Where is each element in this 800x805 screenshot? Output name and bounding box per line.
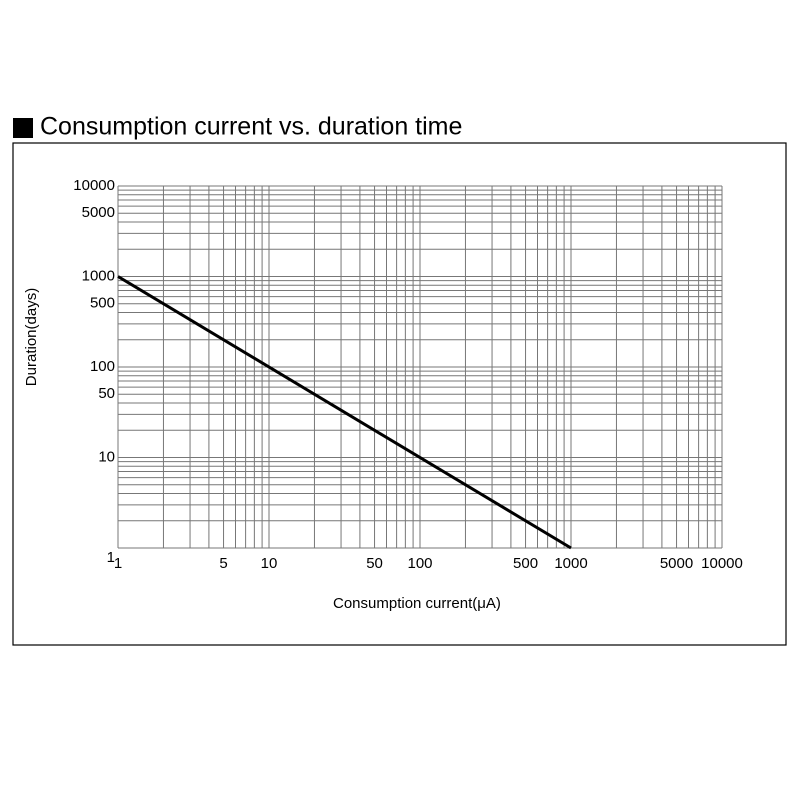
y-tick-label: 5000	[82, 204, 115, 221]
title-square	[13, 118, 33, 138]
frame	[12, 142, 787, 646]
y-tick-label: 100	[90, 358, 115, 375]
x-tick-label: 1000	[554, 555, 587, 572]
x-axis-label: Consumption current(μA)	[333, 595, 501, 612]
y-tick-label: 10000	[73, 177, 115, 194]
chart-title: Consumption current vs. duration time	[40, 113, 462, 141]
y-tick-label: 1000	[82, 267, 115, 284]
y-axis-label: Duration(days)	[23, 288, 40, 386]
x-tick-label: 100	[407, 555, 432, 572]
x-tick-label: 10	[261, 555, 278, 572]
x-tick-label: 10000	[701, 555, 743, 572]
y-tick-label: 10	[98, 448, 115, 465]
x-tick-label: 1	[114, 555, 122, 572]
x-tick-label: 5000	[660, 555, 693, 572]
x-tick-label: 50	[366, 555, 383, 572]
data-line	[117, 275, 572, 550]
x-tick-label: 500	[513, 555, 538, 572]
y-tick-label: 1	[107, 549, 115, 566]
x-tick-label: 5	[219, 555, 227, 572]
y-tick-label: 50	[98, 385, 115, 402]
y-tick-label: 500	[90, 295, 115, 312]
